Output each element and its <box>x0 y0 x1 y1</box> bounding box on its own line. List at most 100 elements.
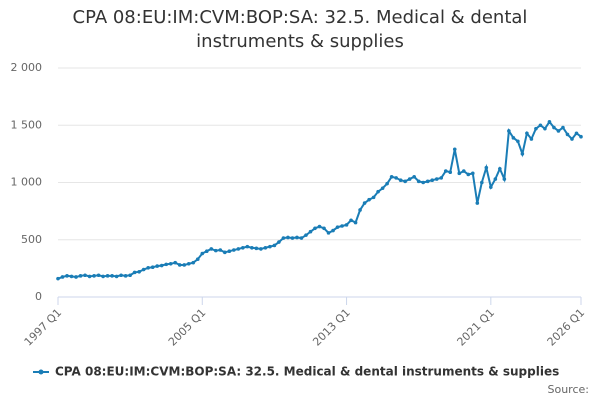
point <box>493 177 498 181</box>
point <box>83 273 87 278</box>
source: Source: <box>548 383 590 396</box>
point <box>489 185 493 189</box>
point <box>78 274 83 278</box>
point <box>579 134 583 139</box>
point <box>394 176 398 180</box>
point <box>439 176 444 180</box>
point <box>561 125 565 130</box>
point <box>389 174 394 179</box>
point <box>191 260 196 265</box>
point <box>308 229 313 234</box>
point <box>245 244 250 249</box>
point <box>480 180 484 185</box>
point <box>349 218 353 223</box>
point <box>556 129 561 133</box>
point <box>452 147 457 152</box>
point <box>425 179 430 184</box>
point <box>123 274 128 278</box>
point <box>416 179 421 184</box>
point <box>511 136 516 140</box>
point <box>168 261 173 266</box>
point <box>92 274 96 278</box>
point <box>195 257 200 262</box>
point <box>114 274 119 279</box>
point <box>448 170 453 174</box>
point <box>552 125 556 130</box>
point <box>232 248 236 252</box>
point <box>376 189 380 194</box>
point <box>407 177 412 181</box>
point <box>119 273 123 278</box>
point <box>254 246 259 251</box>
point <box>259 247 263 251</box>
point <box>268 244 272 249</box>
point <box>421 180 425 185</box>
point <box>286 235 290 240</box>
point <box>56 276 60 281</box>
point <box>177 263 182 267</box>
point <box>326 231 331 235</box>
chart-title: CPA 08:EU:IM:CVM:BOP:SA: 32.5. Medical &… <box>72 7 528 52</box>
y-tick-label: 2 000 <box>11 61 43 74</box>
point <box>137 270 141 274</box>
point <box>155 264 159 268</box>
point <box>164 262 169 267</box>
point <box>565 132 570 137</box>
point <box>570 137 574 141</box>
point <box>525 131 529 136</box>
point <box>520 152 525 156</box>
point <box>516 139 520 144</box>
point <box>470 171 475 176</box>
point <box>128 273 132 278</box>
point <box>358 208 362 212</box>
x-tick-label: 2026 Q1 <box>545 306 588 349</box>
point <box>403 179 407 184</box>
point <box>353 220 358 225</box>
point <box>367 197 371 202</box>
point <box>475 201 480 205</box>
point <box>182 263 187 267</box>
point <box>466 172 471 177</box>
point <box>150 265 155 270</box>
point <box>186 261 191 266</box>
point <box>331 228 335 233</box>
point <box>502 177 507 181</box>
point <box>218 248 223 252</box>
point <box>574 131 579 136</box>
point <box>461 169 466 173</box>
point <box>281 236 286 240</box>
point <box>159 263 164 268</box>
point <box>398 178 403 183</box>
x-tick-label: 2013 Q1 <box>310 306 353 349</box>
point <box>173 260 178 265</box>
y-tick-label: 1 000 <box>11 176 43 189</box>
point <box>380 186 385 191</box>
point <box>430 178 435 183</box>
point <box>132 270 137 275</box>
point <box>412 174 416 179</box>
point <box>236 247 241 251</box>
point <box>299 236 304 240</box>
point <box>223 250 227 255</box>
point <box>60 275 65 279</box>
legend-symbol <box>38 369 44 375</box>
point <box>547 120 552 124</box>
point <box>434 177 439 181</box>
point <box>96 273 101 278</box>
point <box>538 123 543 128</box>
y-tick-label: 500 <box>21 233 42 246</box>
point <box>498 166 502 171</box>
point <box>263 245 268 250</box>
point <box>534 126 538 131</box>
point <box>272 243 277 248</box>
point <box>290 236 295 240</box>
line <box>57 120 582 280</box>
point <box>200 251 205 256</box>
point <box>457 171 462 176</box>
point <box>340 224 344 228</box>
point <box>322 226 326 231</box>
x-tick-label: 2005 Q1 <box>166 306 209 349</box>
point <box>214 248 218 253</box>
